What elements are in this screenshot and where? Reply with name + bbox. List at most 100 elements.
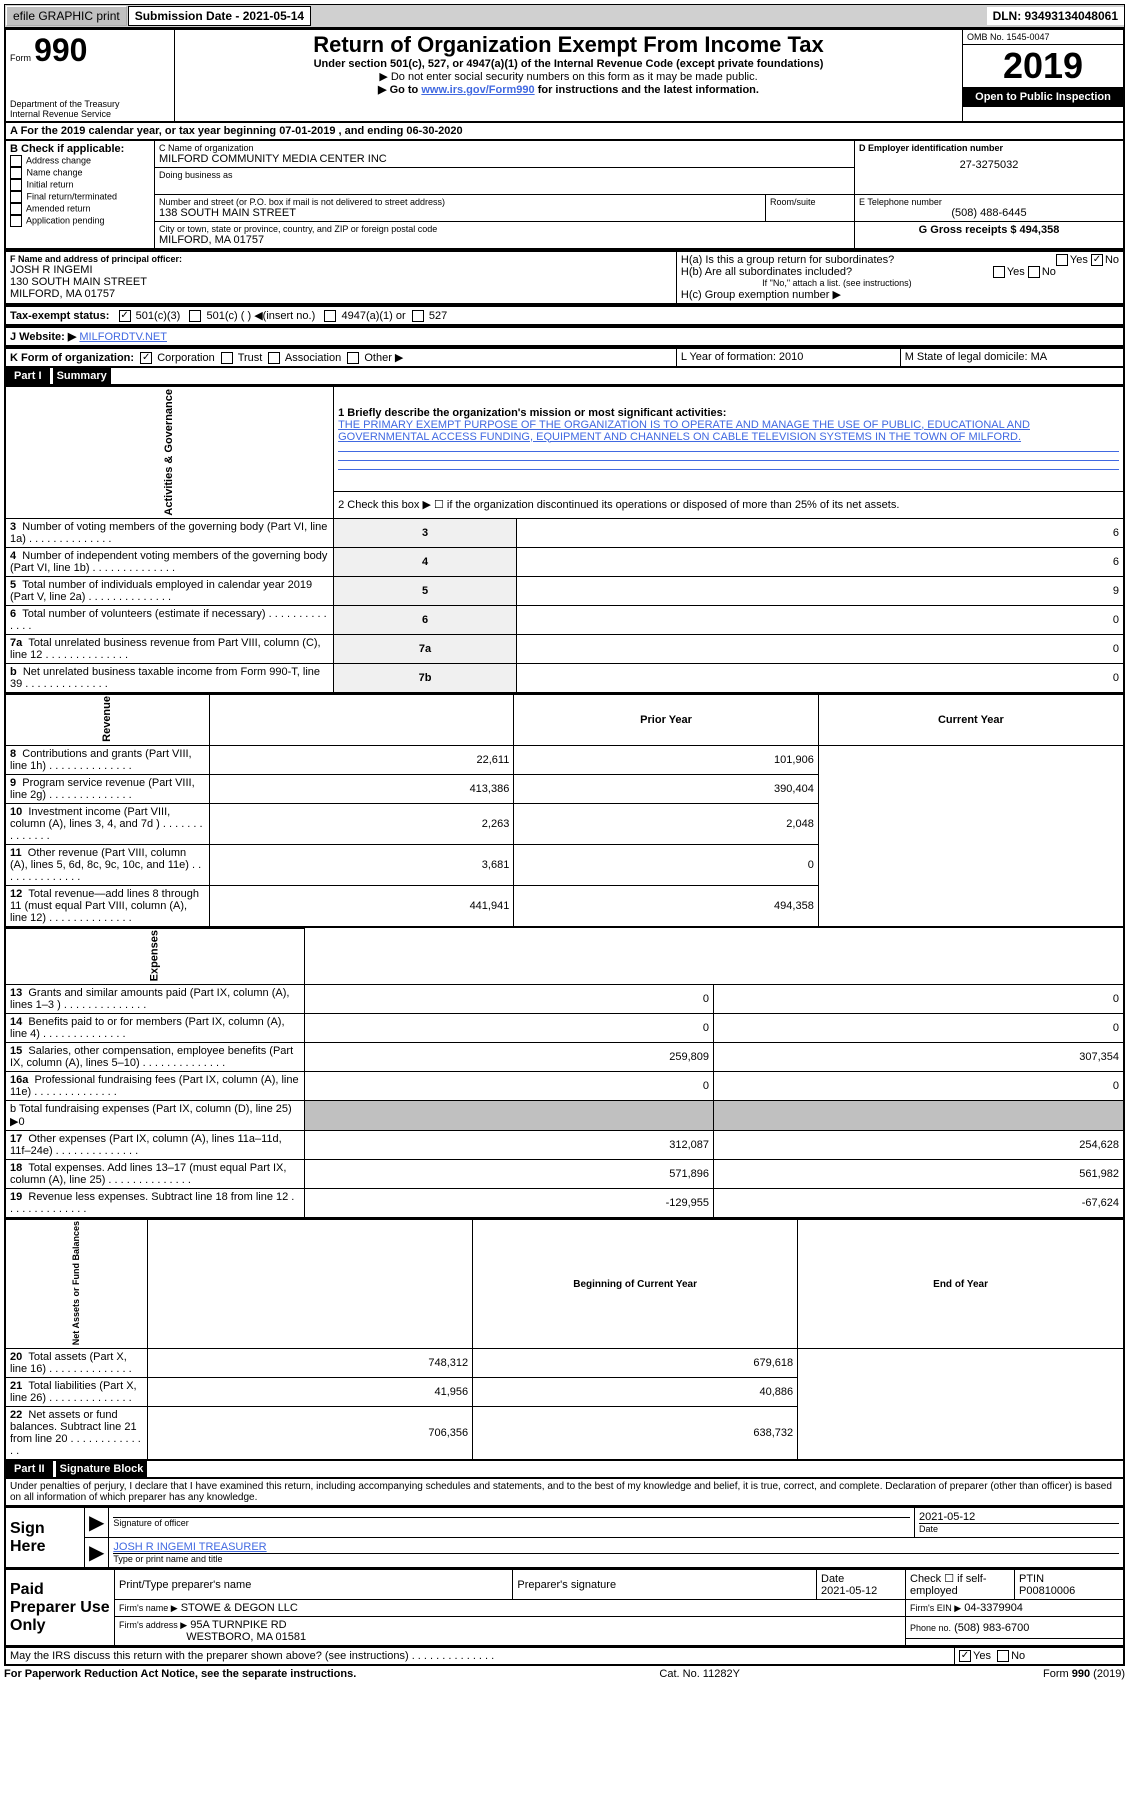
- prep-date-label: Date: [821, 1573, 844, 1585]
- g-label: G Gross receipts $ 494,358: [859, 224, 1119, 236]
- officer-name: JOSH R INGEMI: [10, 264, 672, 276]
- paperwork-notice: For Paperwork Reduction Act Notice, see …: [4, 1668, 356, 1680]
- website-link[interactable]: MILFORDTV.NET: [79, 331, 167, 343]
- firm-phone-label: Phone no.: [910, 1623, 951, 1633]
- irs-label: Internal Revenue Service: [10, 109, 170, 119]
- k-label: K Form of organization:: [10, 352, 134, 364]
- b-checkbox[interactable]: [10, 155, 22, 167]
- revenue-row: 11 Other revenue (Part VIII, column (A),…: [5, 844, 1124, 885]
- i-opt4: 527: [429, 310, 447, 322]
- ssn-note: ▶ Do not enter social security numbers o…: [179, 70, 958, 83]
- submission-date: Submission Date - 2021-05-14: [128, 6, 311, 26]
- netassets-row: 20 Total assets (Part X, line 16)748,312…: [5, 1349, 1124, 1378]
- ha-yes[interactable]: [1056, 254, 1068, 266]
- activities-row: b Net unrelated business taxable income …: [5, 663, 1124, 693]
- k-option: Corporation: [137, 352, 215, 364]
- k-option: Association: [262, 352, 341, 364]
- top-bar: efile GRAPHIC print Submission Date - 20…: [4, 4, 1125, 28]
- d-label: D Employer identification number: [859, 143, 1119, 153]
- expense-row: 19 Revenue less expenses. Subtract line …: [5, 1188, 1124, 1218]
- omb: OMB No. 1545-0047: [963, 30, 1123, 45]
- e-label: E Telephone number: [859, 197, 1119, 207]
- org-name: MILFORD COMMUNITY MEDIA CENTER INC: [159, 153, 850, 165]
- form990-link[interactable]: www.irs.gov/Form990: [421, 84, 534, 96]
- i-501c[interactable]: [189, 310, 201, 322]
- hc-label: H(c) Group exemption number ▶: [681, 288, 1119, 301]
- dept-treasury: Department of the Treasury: [10, 99, 170, 109]
- officer-addr2: MILFORD, MA 01757: [10, 288, 672, 300]
- k-checkbox[interactable]: [347, 352, 359, 364]
- expense-row: 17 Other expenses (Part IX, column (A), …: [5, 1130, 1124, 1159]
- part1-header: Part I: [6, 368, 50, 384]
- i-501c3[interactable]: [119, 310, 131, 322]
- revenue-row: 12 Total revenue—add lines 8 through 11 …: [5, 885, 1124, 927]
- l1-label: 1 Briefly describe the organization's mi…: [338, 407, 1119, 419]
- firm-ein: 04-3379904: [964, 1602, 1023, 1614]
- goto-pre: ▶ Go to: [378, 84, 421, 96]
- k-option: Trust: [215, 352, 263, 364]
- activities-row: 7a Total unrelated business revenue from…: [5, 634, 1124, 663]
- hb-no[interactable]: [1028, 266, 1040, 278]
- k-checkbox[interactable]: [221, 352, 233, 364]
- prep-sig-label: Preparer's signature: [513, 1570, 817, 1600]
- city-label: City or town, state or province, country…: [159, 224, 850, 234]
- b-checkbox[interactable]: [10, 203, 22, 215]
- sign-here-label: Sign Here: [5, 1508, 85, 1569]
- ptin-label: PTIN: [1019, 1573, 1044, 1585]
- officer-addr1: 130 SOUTH MAIN STREET: [10, 276, 672, 288]
- b-checkbox[interactable]: [10, 179, 22, 191]
- expense-row: 16a Professional fundraising fees (Part …: [5, 1071, 1124, 1100]
- begin-header: Beginning of Current Year: [473, 1219, 798, 1348]
- officer-sig-name: JOSH R INGEMI TREASURER: [113, 1541, 1119, 1553]
- street-label: Number and street (or P.O. box if mail i…: [159, 197, 761, 207]
- end-header: End of Year: [798, 1219, 1124, 1348]
- paid-preparer-label: Paid Preparer Use Only: [5, 1570, 115, 1647]
- activities-row: 6 Total number of volunteers (estimate i…: [5, 605, 1124, 634]
- efile-print-button[interactable]: efile GRAPHIC print: [6, 6, 127, 26]
- prep-name-label: Print/Type preparer's name: [115, 1570, 513, 1600]
- hb-note: If "No," attach a list. (see instruction…: [681, 278, 1119, 288]
- officer-block: F Name and address of principal officer:…: [4, 250, 1125, 305]
- b-checkbox[interactable]: [10, 191, 22, 203]
- activities-label: Activities & Governance: [5, 387, 334, 519]
- form-header: Form 990 Department of the Treasury Inte…: [4, 28, 1125, 123]
- c-name-label: C Name of organization: [159, 143, 850, 153]
- expense-row: 18 Total expenses. Add lines 13–17 (must…: [5, 1159, 1124, 1188]
- revenue-label: Revenue: [5, 694, 209, 745]
- firm-ein-label: Firm's EIN ▶: [910, 1603, 961, 1613]
- b-label: B Check if applicable:: [10, 143, 150, 155]
- i-4947[interactable]: [324, 310, 336, 322]
- l16b: b Total fundraising expenses (Part IX, c…: [5, 1100, 305, 1130]
- firm-addr1: 95A TURNPIKE RD: [190, 1619, 286, 1631]
- b-checkbox[interactable]: [10, 167, 22, 179]
- section-a: A For the 2019 calendar year, or tax yea…: [4, 123, 1125, 139]
- penalties-text: Under penalties of perjury, I declare th…: [4, 1479, 1125, 1507]
- k-checkbox[interactable]: [140, 352, 152, 364]
- activities-row: 4 Number of independent voting members o…: [5, 547, 1124, 576]
- current-year-header: Current Year: [818, 694, 1124, 745]
- form-title: Return of Organization Exempt From Incom…: [179, 32, 958, 58]
- discuss-no[interactable]: [997, 1650, 1009, 1662]
- k-checkbox[interactable]: [268, 352, 280, 364]
- b-option: Address change: [10, 155, 150, 167]
- activities-row: 5 Total number of individuals employed i…: [5, 576, 1124, 605]
- city: MILFORD, MA 01757: [159, 234, 850, 246]
- form-label: Form: [10, 53, 31, 63]
- dba-label: Doing business as: [159, 170, 850, 180]
- k-option: Other ▶: [341, 352, 403, 364]
- netassets-label: Net Assets or Fund Balances: [5, 1219, 148, 1348]
- b-option: Final return/terminated: [10, 191, 150, 203]
- date-label: Date: [919, 1523, 1119, 1534]
- street: 138 SOUTH MAIN STREET: [159, 207, 761, 219]
- prep-date: 2021-05-12: [821, 1585, 877, 1597]
- i-opt1: 501(c)(3): [136, 310, 181, 322]
- ha-no[interactable]: [1091, 254, 1103, 266]
- i-527[interactable]: [412, 310, 424, 322]
- tax-year: 2019: [963, 45, 1123, 87]
- hb-yes[interactable]: [993, 266, 1005, 278]
- l2: 2 Check this box ▶ ☐ if the organization…: [334, 491, 1124, 518]
- b-checkbox[interactable]: [10, 215, 22, 227]
- discuss-yes[interactable]: [959, 1650, 971, 1662]
- j-label: J Website: ▶: [10, 331, 76, 343]
- website-block: J Website: ▶ MILFORDTV.NET: [4, 326, 1125, 347]
